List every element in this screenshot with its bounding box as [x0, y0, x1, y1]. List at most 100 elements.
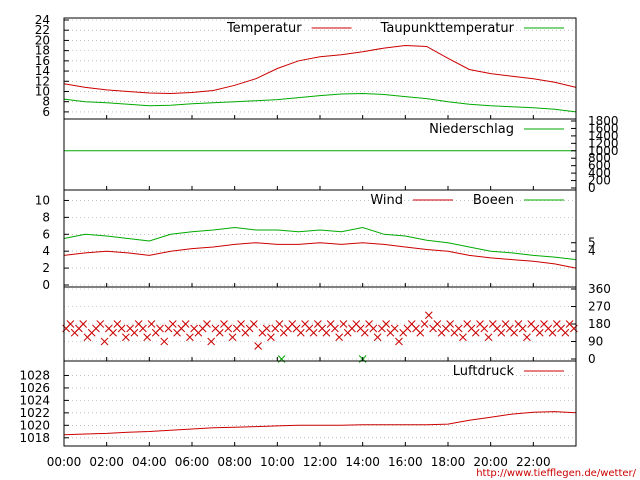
scatter-point-3-0-93: [459, 333, 467, 342]
scatter-point-3-0-108: [523, 333, 531, 342]
scatter-point-3-0-25: [168, 320, 177, 328]
scatter-point-3-0-87: [433, 320, 442, 328]
scatter-point-3-0-61: [322, 328, 331, 337]
ytick-right-label-1-7: 1400: [588, 129, 619, 143]
scatter-point-3-0-45: [254, 342, 262, 350]
ytick-right-label-1-4: 800: [588, 151, 611, 165]
ytick-label-2-2: 4: [42, 244, 50, 258]
scatter-point-3-0-105: [510, 328, 518, 337]
scatter-point-3-0-99: [484, 333, 493, 342]
scatter-point-3-0-8: [96, 320, 105, 328]
scatter-point-3-0-48: [267, 333, 275, 342]
ytick-right-label-1-9: 1800: [588, 114, 619, 128]
scatter-point-3-0-72: [369, 324, 378, 333]
ytick-right-label-1-0: 0: [588, 181, 596, 195]
scatter-point-3-0-75: [382, 320, 390, 328]
scatter-point-3-0-78: [395, 337, 403, 346]
scatter-point-3-0-47: [262, 324, 271, 333]
scatter-point-3-0-58: [309, 328, 318, 337]
ytick-label-0-7: 20: [35, 33, 50, 47]
legend-label-1-0: Niederschlag: [429, 122, 514, 137]
ytick-label-0-5: 16: [35, 54, 50, 68]
scatter-point-3-0-98: [480, 324, 489, 333]
scatter-point-3-0-23: [160, 337, 169, 346]
scatter-point-3-0-77: [390, 324, 399, 333]
scatter-point-3-0-9: [100, 337, 109, 346]
xtick-label-5: 10:00: [260, 455, 295, 469]
scatter-point-3-0-39: [228, 333, 237, 342]
scatter-point-3-0-20: [147, 320, 156, 328]
xtick-label-6: 12:00: [303, 455, 338, 469]
scatter-point-3-0-64: [335, 333, 344, 342]
ytick-right-label-3-0: 0: [588, 352, 596, 366]
series-line-2-1: [63, 226, 577, 261]
ytick-label-2-3: 6: [42, 227, 50, 241]
xtick-label-8: 16:00: [388, 455, 423, 469]
ytick-right-label-3-4: 360: [588, 282, 611, 296]
scatter-point-3-0-41: [237, 320, 245, 328]
scatter-point-3-0-34: [207, 337, 216, 346]
ytick-label-0-3: 12: [35, 74, 50, 88]
xtick-label-0: 00:00: [47, 455, 82, 469]
ytick-right-label-1-2: 400: [588, 166, 611, 180]
xtick-label-10: 20:00: [473, 455, 508, 469]
ytick-label-0-2: 10: [35, 84, 50, 98]
ytick-right-label-3-3: 270: [588, 300, 611, 314]
scatter-point-3-0-65: [339, 320, 348, 328]
series-line-0-1: [63, 92, 577, 113]
ytick-right-label-1-8: 1600: [588, 121, 619, 135]
xtick-label-3: 06:00: [175, 455, 210, 469]
text-layer: 681012141618202224TaupunkttemperaturTemp…: [19, 13, 618, 469]
scatter-point-3-0-73: [373, 333, 382, 342]
ytick-label-0-9: 24: [35, 13, 50, 27]
xtick-label-11: 22:00: [516, 455, 551, 469]
scatter-point-3-0-38: [224, 324, 233, 333]
data-layer: [62, 44, 578, 436]
scatter-point-3-0-85: [424, 311, 433, 320]
ytick-label-4-1: 1020: [19, 418, 50, 432]
xtick-label-2: 04:00: [132, 455, 167, 469]
ytick-label-4-4: 1026: [19, 381, 50, 395]
scatter-point-3-0-22: [156, 324, 164, 333]
ytick-label-0-0: 6: [42, 105, 50, 119]
scatter-point-3-0-111: [535, 328, 544, 337]
scatter-point-3-0-102: [497, 328, 506, 337]
ytick-label-0-6: 18: [35, 44, 50, 58]
ytick-label-4-5: 1028: [19, 368, 50, 382]
scatter-point-3-0-11: [109, 328, 117, 337]
scatter-point-3-0-84: [420, 320, 429, 328]
ytick-label-0-4: 14: [35, 64, 50, 78]
scatter-point-3-0-18: [139, 324, 147, 333]
series-line-4-0: [63, 411, 577, 436]
scatter-point-3-0-33: [203, 320, 211, 328]
ytick-label-0-1: 8: [42, 95, 50, 109]
ytick-label-2-1: 2: [42, 261, 50, 275]
legend-label-4-0: Luftdruck: [453, 364, 515, 379]
scatter-point-3-0-63: [331, 324, 339, 333]
ytick-right-label-1-6: 1200: [588, 136, 619, 150]
ytick-right-label-1-1: 200: [588, 174, 611, 188]
xtick-label-1: 02:00: [89, 455, 124, 469]
footer-url[interactable]: http://www.tiefflegen.de/wetter/: [476, 468, 636, 479]
scatter-point-3-0-114: [548, 328, 557, 337]
scatter-point-3-0-92: [454, 324, 463, 333]
scatter-point-3-0-36: [215, 328, 224, 337]
series-line-0-0: [63, 44, 577, 95]
xtick-label-4: 08:00: [217, 455, 252, 469]
ytick-right-label-2-0: 4: [588, 244, 596, 258]
scatter-point-3-0-96: [471, 328, 480, 337]
ytick-right-label-1-3: 600: [588, 159, 611, 173]
scatter-point-3-0-28: [181, 320, 190, 328]
scatter-point-3-0-90: [446, 320, 454, 328]
xtick-label-7: 14:00: [345, 455, 380, 469]
ytick-label-2-0: 0: [42, 278, 50, 292]
scatter-point-3-0-117: [561, 328, 570, 337]
legend-label-2-1: Boeen: [473, 193, 514, 208]
scatter-point-3-0-70: [360, 328, 369, 337]
series-line-2-0: [63, 242, 577, 269]
scatter-point-3-0-13: [117, 324, 126, 333]
ytick-right-label-2-1: 5: [588, 236, 596, 250]
scatter-point-3-0-4: [79, 320, 88, 328]
ytick-label-0-8: 22: [35, 23, 50, 37]
